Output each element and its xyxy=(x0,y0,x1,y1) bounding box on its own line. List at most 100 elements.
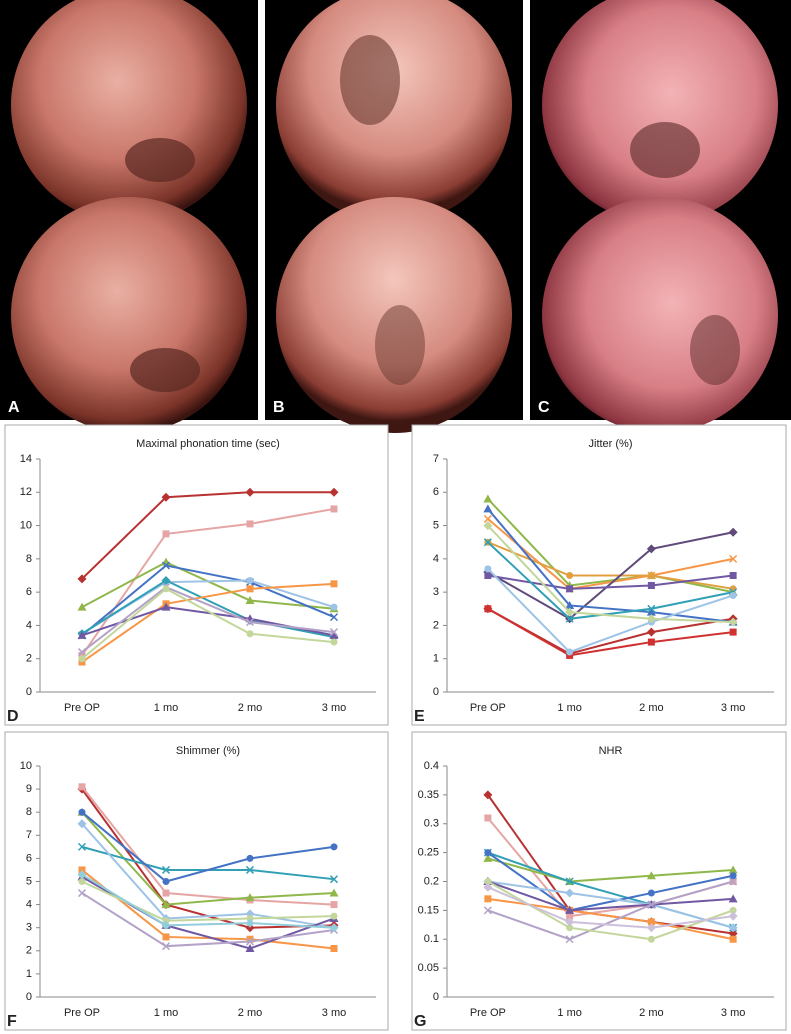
y-tick-label: 10 xyxy=(20,760,32,772)
x-tick-label: 2 mo xyxy=(238,702,262,714)
series-line xyxy=(81,823,335,929)
chart-title: NHR xyxy=(599,745,623,757)
marker xyxy=(484,605,492,613)
y-tick-label: 5 xyxy=(433,519,439,531)
marker xyxy=(162,933,170,941)
marker xyxy=(77,842,87,851)
marker xyxy=(566,912,574,920)
marker xyxy=(565,614,574,623)
x-tick-label: 2 mo xyxy=(238,1007,262,1019)
marker xyxy=(647,900,656,909)
y-tick-label: 4 xyxy=(26,619,32,631)
panel-label: G xyxy=(414,1013,426,1030)
series-line xyxy=(487,880,734,929)
marker xyxy=(162,585,170,593)
x-tick-label: 3 mo xyxy=(322,702,346,714)
marker xyxy=(566,648,574,656)
marker xyxy=(78,808,86,816)
marker xyxy=(330,638,338,646)
panel-label: E xyxy=(414,708,425,725)
marker xyxy=(565,935,574,944)
marker xyxy=(161,575,171,585)
chart-title: Maximal phonation time (sec) xyxy=(136,438,280,450)
series-line xyxy=(81,873,335,929)
photo-detail xyxy=(690,315,740,385)
marker xyxy=(162,878,170,885)
marker xyxy=(483,504,493,513)
y-tick-label: 0.4 xyxy=(424,760,439,772)
panel-label: C xyxy=(538,399,550,416)
marker xyxy=(78,783,86,791)
marker xyxy=(483,882,493,892)
y-tick-label: 6 xyxy=(26,586,32,598)
marker xyxy=(728,923,738,933)
x-tick-label: 2 mo xyxy=(639,1007,663,1019)
marker xyxy=(728,617,738,627)
marker xyxy=(329,888,339,897)
marker xyxy=(161,865,171,874)
marker xyxy=(329,875,339,884)
marker xyxy=(647,935,655,943)
series-line xyxy=(81,892,335,948)
marker xyxy=(245,893,255,902)
x-tick-label: 1 mo xyxy=(557,702,581,714)
chart-title: Jitter (%) xyxy=(589,438,633,450)
marker xyxy=(729,906,737,914)
marker xyxy=(162,530,170,538)
x-tick-label: 1 mo xyxy=(154,702,178,714)
marker xyxy=(484,895,492,903)
series-line xyxy=(487,518,734,590)
marker xyxy=(329,628,339,637)
series-line xyxy=(81,811,335,883)
marker xyxy=(484,878,492,885)
marker xyxy=(245,943,255,952)
marker xyxy=(647,889,655,897)
marker xyxy=(729,935,737,943)
marker xyxy=(483,853,493,862)
series-line xyxy=(81,869,335,950)
y-tick-label: 8 xyxy=(26,553,32,565)
marker xyxy=(329,613,339,622)
marker xyxy=(646,923,656,933)
series-line xyxy=(487,574,734,590)
series-line xyxy=(487,880,734,912)
marker xyxy=(329,923,339,933)
y-tick-label: 12 xyxy=(20,486,32,498)
marker xyxy=(484,572,492,579)
marker xyxy=(483,494,493,503)
marker xyxy=(246,914,254,922)
series-line xyxy=(81,582,335,663)
marker xyxy=(77,630,87,639)
y-tick-label: 3 xyxy=(26,922,32,934)
y-tick-label: 0.35 xyxy=(418,789,439,801)
series-line xyxy=(487,607,734,657)
y-tick-label: 0 xyxy=(26,686,32,698)
panel-label: B xyxy=(273,399,285,416)
marker xyxy=(329,630,339,639)
y-tick-label: 0 xyxy=(433,991,439,1003)
series-line xyxy=(487,886,734,929)
y-tick-label: 6 xyxy=(26,852,32,864)
marker xyxy=(647,604,656,613)
x-tick-label: 3 mo xyxy=(721,702,745,714)
marker xyxy=(483,790,493,800)
series-line xyxy=(487,568,734,654)
marker xyxy=(728,911,738,921)
x-tick-label: 3 mo xyxy=(322,1007,346,1019)
series-line xyxy=(81,579,335,639)
marker xyxy=(330,901,338,909)
chart-frame xyxy=(4,731,389,1031)
marker xyxy=(78,655,86,663)
x-tick-label: Pre OP xyxy=(470,702,506,714)
y-tick-label: 10 xyxy=(20,519,32,531)
marker xyxy=(728,527,738,537)
marker xyxy=(162,889,170,897)
photo-detail xyxy=(125,138,195,182)
endoscopy-photo xyxy=(11,197,247,433)
marker xyxy=(565,917,575,927)
y-tick-label: 2 xyxy=(26,945,32,957)
marker xyxy=(565,905,575,914)
marker xyxy=(245,918,255,928)
series-line xyxy=(487,531,734,620)
marker xyxy=(246,576,254,584)
